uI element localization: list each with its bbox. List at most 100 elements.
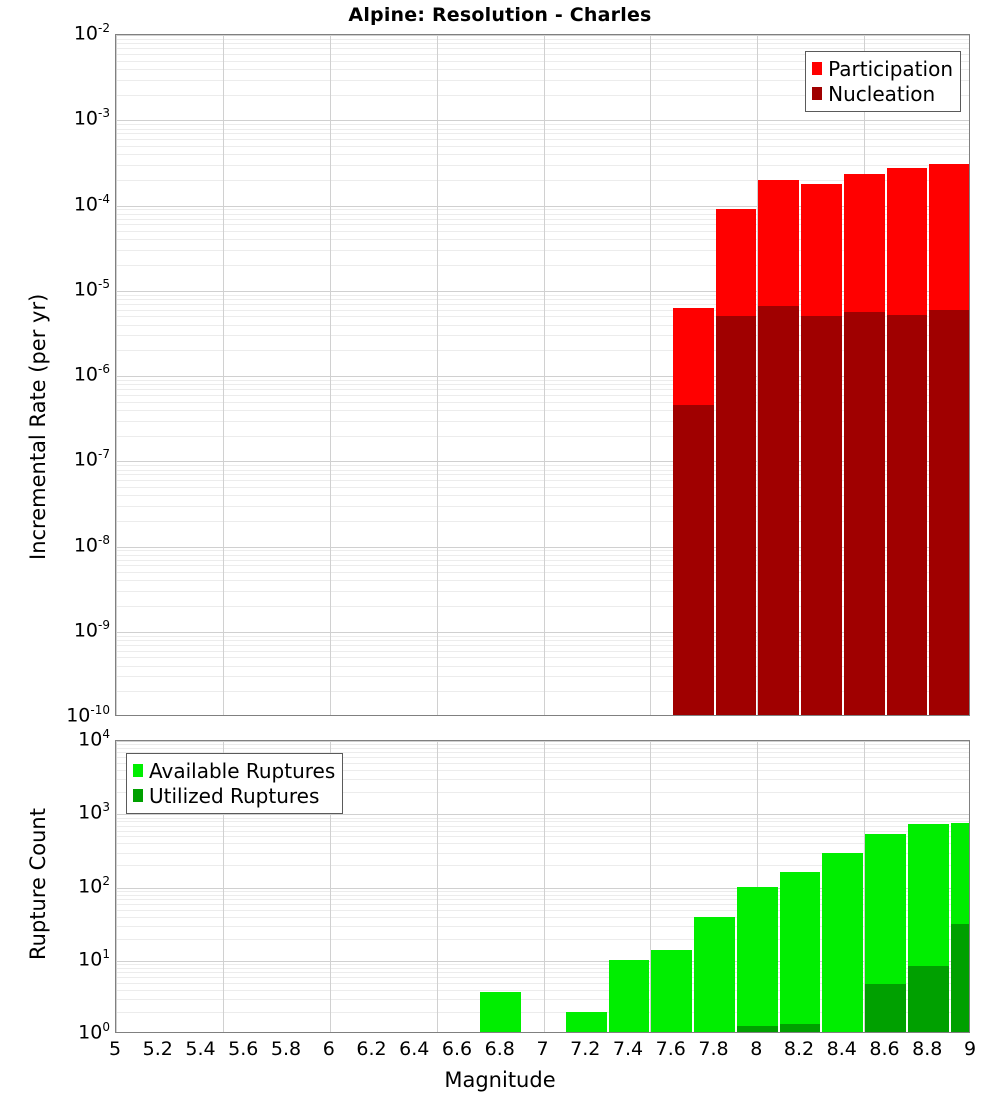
bottom-y-axis-ticks: 104 103 102 101 100: [0, 727, 110, 1043]
x-axis-label: Magnitude: [444, 1068, 556, 1092]
incremental-rate-plot: Participation Nucleation: [115, 34, 970, 716]
bar: [736, 741, 778, 1032]
legend-label-participation: Participation: [828, 56, 953, 81]
bar-segment-inner: [950, 923, 969, 1032]
y-tick-label: 104: [78, 727, 110, 751]
legend-item-participation: Participation: [812, 56, 953, 81]
bar: [843, 35, 885, 715]
x-tick-label: 6.2: [356, 1038, 387, 1060]
bar: [715, 35, 757, 715]
bar: [886, 35, 928, 715]
legend-label-utilized-ruptures: Utilized Ruptures: [149, 783, 320, 808]
x-tick-label: 5: [108, 1038, 122, 1060]
bar-segment-inner: [672, 405, 714, 715]
bar: [822, 741, 864, 1032]
bottom-y-axis-label: Rupture Count: [26, 808, 50, 960]
y-tick-label: 10-4: [73, 191, 110, 215]
rupture-count-plot: Available Ruptures Utilized Ruptures: [115, 740, 970, 1033]
bar-segment-outer: [694, 917, 735, 1032]
legend-item-utilized-ruptures: Utilized Ruptures: [133, 783, 335, 808]
nucleation-swatch-icon: [812, 87, 823, 100]
bar: [480, 741, 522, 1032]
y-tick-label: 101: [78, 946, 110, 971]
bar-segment-inner: [865, 984, 906, 1032]
bar-segment-inner: [779, 1023, 821, 1032]
page-title: Alpine: Resolution - Charles: [348, 4, 652, 26]
y-tick-label: 10-5: [73, 276, 110, 301]
bar-segment-inner: [907, 965, 949, 1032]
bar: [694, 741, 735, 1032]
bar-segment-inner: [886, 315, 928, 715]
x-tick-label: 7.6: [655, 1038, 686, 1060]
x-tick-label: 6.6: [441, 1038, 473, 1060]
legend-label-nucleation: Nucleation: [828, 81, 936, 106]
x-tick-label: 8.4: [826, 1038, 857, 1060]
bar-segment-inner: [929, 310, 969, 715]
x-tick-label: 9: [963, 1038, 977, 1060]
x-tick-label: 5.8: [270, 1038, 302, 1060]
x-tick-label: 6.8: [484, 1038, 515, 1060]
bar-segment-outer: [822, 852, 864, 1032]
participation-swatch-icon: [812, 62, 823, 75]
x-tick-label: 8.8: [912, 1038, 943, 1060]
y-tick-label: 10-2: [73, 21, 110, 45]
x-tick-label: 6: [322, 1038, 335, 1060]
x-tick-label: 8.2: [783, 1038, 815, 1060]
bar-segment-outer: [608, 960, 650, 1032]
bar: [758, 35, 799, 715]
bar-segment-inner: [715, 315, 757, 715]
bar: [523, 741, 564, 1032]
bar: [801, 35, 842, 715]
x-tick-label: 7.2: [570, 1038, 601, 1060]
bar-segment-inner: [843, 312, 885, 715]
x-tick-label: 6.4: [399, 1038, 430, 1060]
bar: [672, 35, 714, 715]
y-tick-label: 102: [78, 873, 110, 897]
utilized-ruptures-swatch-icon: [133, 789, 143, 802]
bar: [779, 741, 821, 1032]
available-ruptures-swatch-icon: [133, 764, 143, 777]
top-y-axis-label: Incremental Rate (per yr): [26, 293, 50, 560]
bar-segment-inner: [801, 315, 842, 715]
legend-label-available-ruptures: Available Ruptures: [149, 758, 336, 783]
y-tick-label: 10-7: [73, 447, 110, 471]
top-gridlines: [116, 35, 969, 715]
legend-item-nucleation: Nucleation: [812, 81, 953, 106]
x-tick-label: 7.8: [698, 1038, 729, 1060]
top-y-axis-ticks: 10-2 10-3 10-4 10-5 10-6 10-7 10-8 10-9 10-10: [0, 21, 110, 726]
legend-item-available-ruptures: Available Ruptures: [133, 758, 335, 783]
bar-segment-outer: [565, 1011, 607, 1032]
legend-ruptures: Available Ruptures Utilized Ruptures: [126, 753, 344, 814]
bottom-bar-group: [116, 741, 969, 1032]
bar: [438, 741, 479, 1032]
bar-segment-outer: [651, 950, 693, 1032]
y-tick-label: 10-8: [73, 532, 110, 556]
x-tick-label: 7: [536, 1038, 549, 1060]
x-tick-label: 5.2: [142, 1038, 173, 1060]
x-tick-label: 5.4: [185, 1038, 216, 1060]
y-tick-label: 10-3: [73, 106, 110, 130]
bar-segment-inner: [736, 1026, 778, 1032]
bar: [907, 741, 949, 1032]
bar: [865, 741, 906, 1032]
bottom-gridlines: [116, 741, 969, 1032]
bar: [651, 741, 693, 1032]
top-bar-group: [116, 35, 969, 715]
y-tick-label: 100: [78, 1020, 110, 1044]
x-tick-label: 8.6: [869, 1038, 900, 1060]
x-tick-label: 8: [750, 1038, 763, 1060]
x-tick-label: 5.6: [228, 1038, 259, 1060]
bar: [565, 741, 607, 1032]
bar: [950, 741, 969, 1032]
bar: [929, 35, 969, 715]
y-tick-label: 103: [78, 800, 110, 824]
y-tick-label: 10-9: [73, 617, 110, 642]
y-tick-label: 10-10: [66, 703, 110, 727]
y-tick-label: 10-6: [73, 362, 110, 386]
bar-segment-outer: [736, 887, 778, 1032]
bar: [608, 741, 650, 1032]
x-tick-label: 7.4: [612, 1038, 644, 1060]
bar-segment-outer: [779, 871, 821, 1032]
bar-segment-inner: [758, 305, 799, 715]
